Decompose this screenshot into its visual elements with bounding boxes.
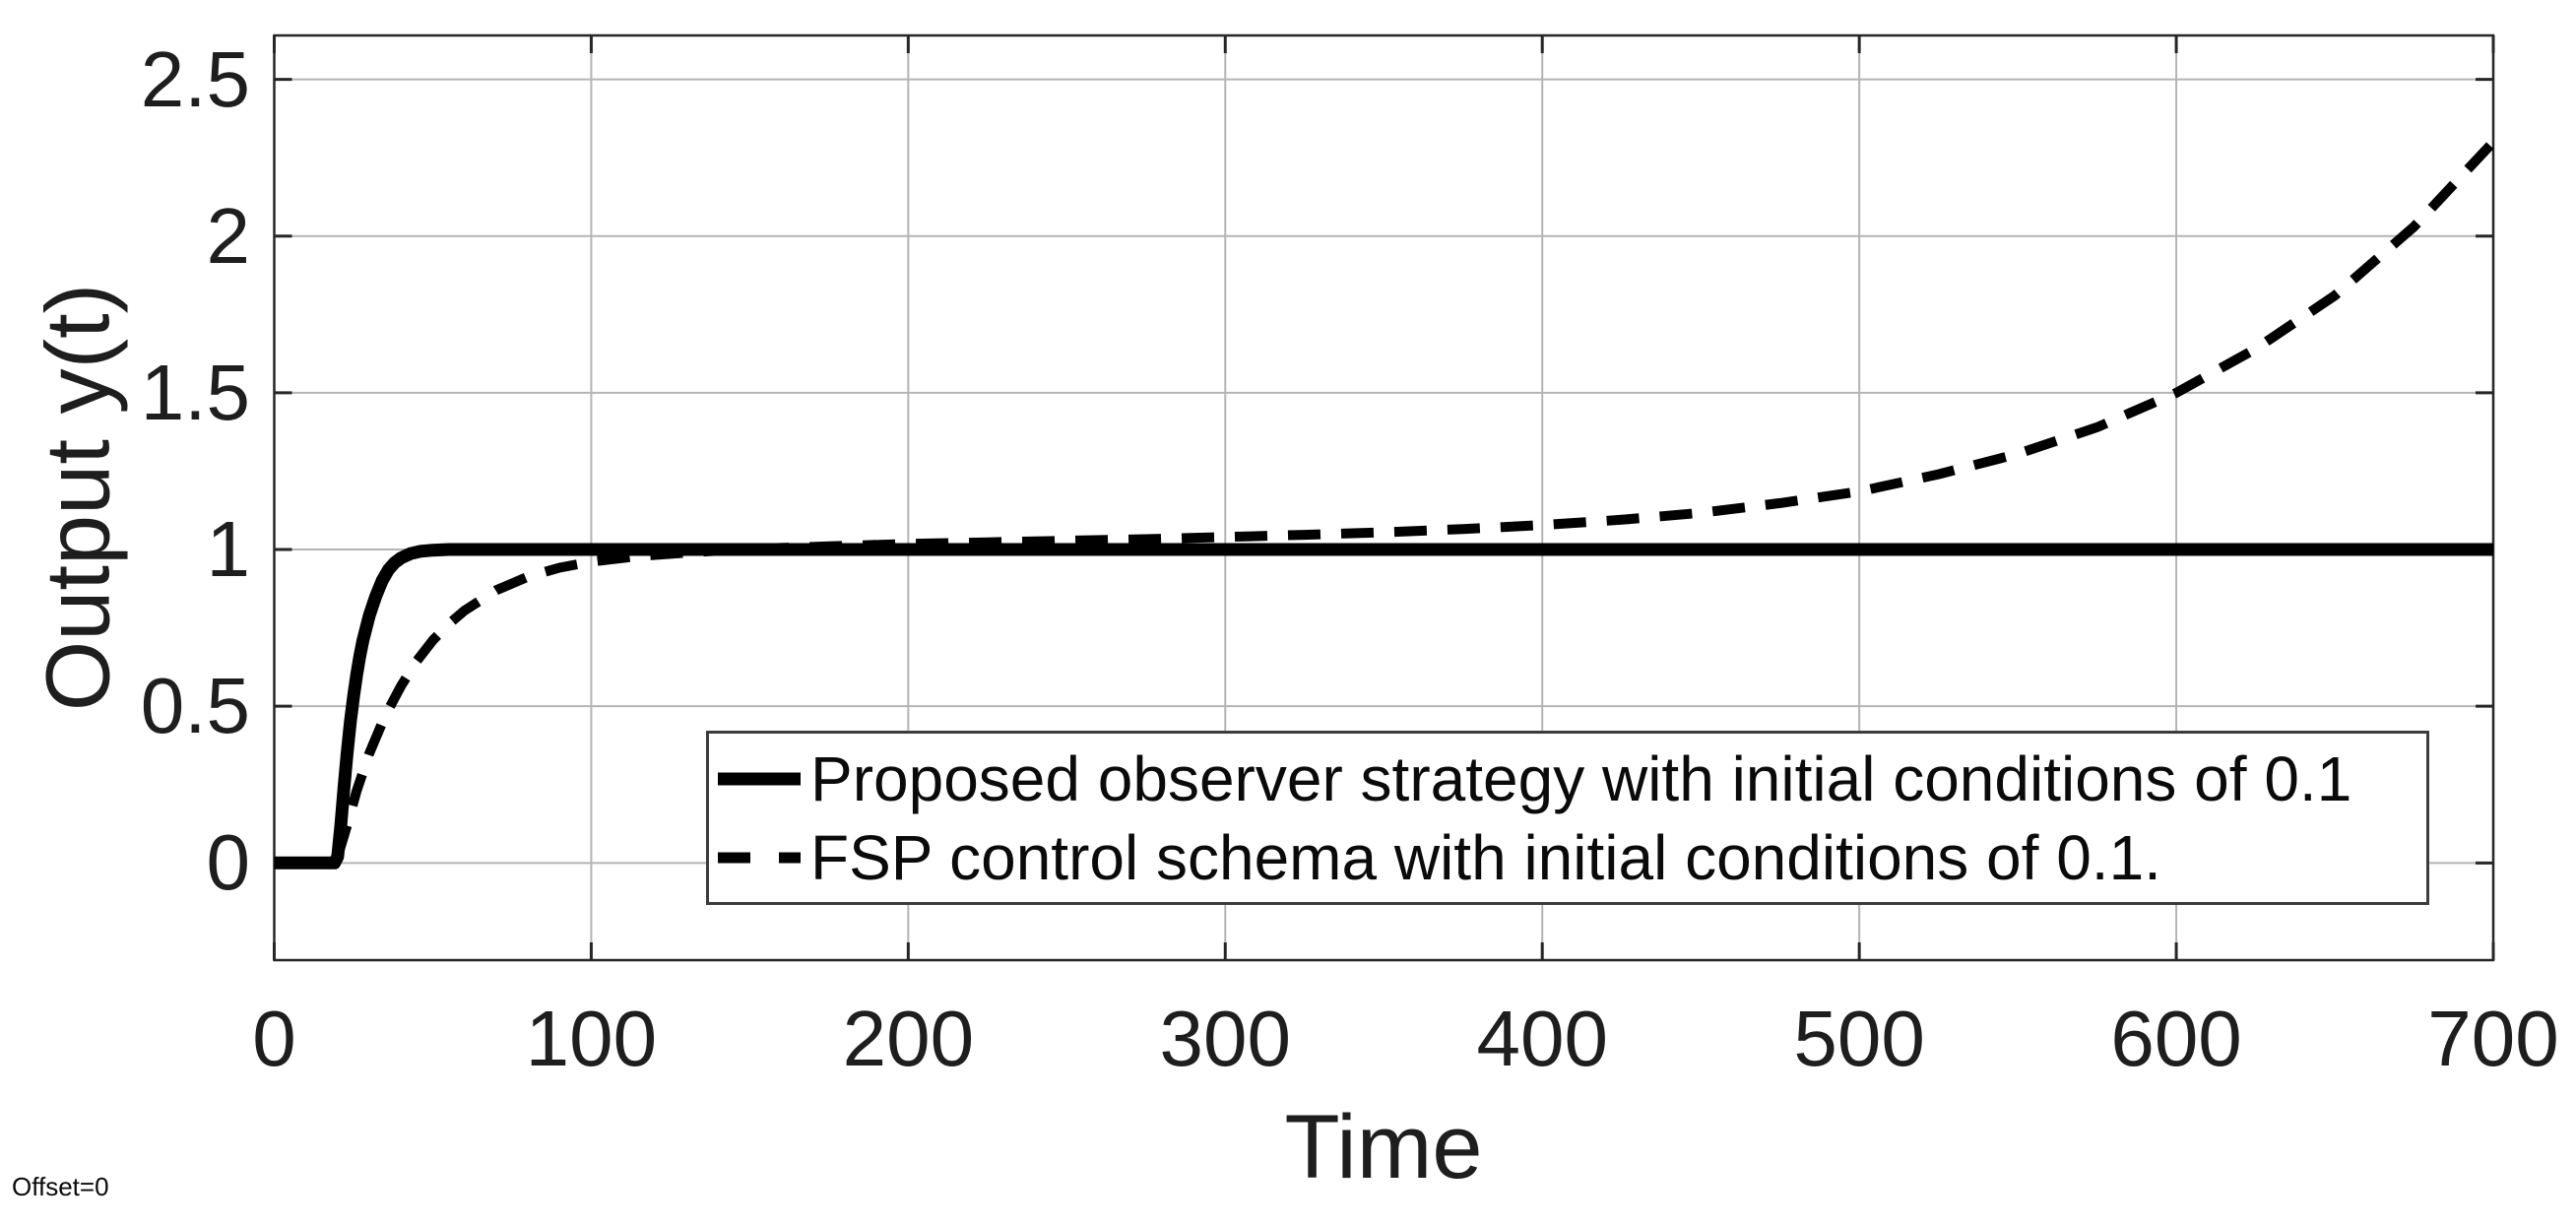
y-tick-label: 1 xyxy=(206,505,251,594)
x-tick-label: 0 xyxy=(252,995,296,1082)
x-tick-label: 700 xyxy=(2427,995,2559,1082)
legend-item: Proposed observer strategy with initial … xyxy=(709,740,2426,818)
x-tick-label: 300 xyxy=(1159,995,1292,1082)
legend: Proposed observer strategy with initial … xyxy=(706,731,2429,905)
legend-item-label: Proposed observer strategy with initial … xyxy=(810,742,2352,814)
x-tick-label: 600 xyxy=(2110,995,2242,1082)
x-tick-label: 200 xyxy=(842,995,975,1082)
legend-item-label: FSP control schema with initial conditio… xyxy=(810,821,2161,893)
legend-swatch-dashed-line xyxy=(718,852,801,863)
y-tick-label: 2.5 xyxy=(140,34,250,123)
y-tick-label: 0.5 xyxy=(140,662,250,750)
y-tick-label: 0 xyxy=(206,818,251,907)
x-axis-label: Time xyxy=(1284,1097,1483,1197)
x-tick-label: 100 xyxy=(525,995,658,1082)
y-tick-label: 2 xyxy=(206,191,251,280)
x-tick-label: 500 xyxy=(1793,995,1925,1082)
x-tick-label: 400 xyxy=(1476,995,1608,1082)
series-solid-curve xyxy=(274,543,2493,870)
axes-box xyxy=(273,33,2495,962)
legend-rows: Proposed observer strategy with initial … xyxy=(709,740,2426,897)
legend-item: FSP control schema with initial conditio… xyxy=(709,818,2426,897)
y-axis-label: Output y(t) xyxy=(28,283,129,712)
y-tick-label: 1.5 xyxy=(140,348,250,436)
legend-swatch-solid-line xyxy=(718,772,801,785)
offset-annotation: Offset=0 xyxy=(12,1172,109,1201)
series-dashed-curve xyxy=(333,138,2497,859)
